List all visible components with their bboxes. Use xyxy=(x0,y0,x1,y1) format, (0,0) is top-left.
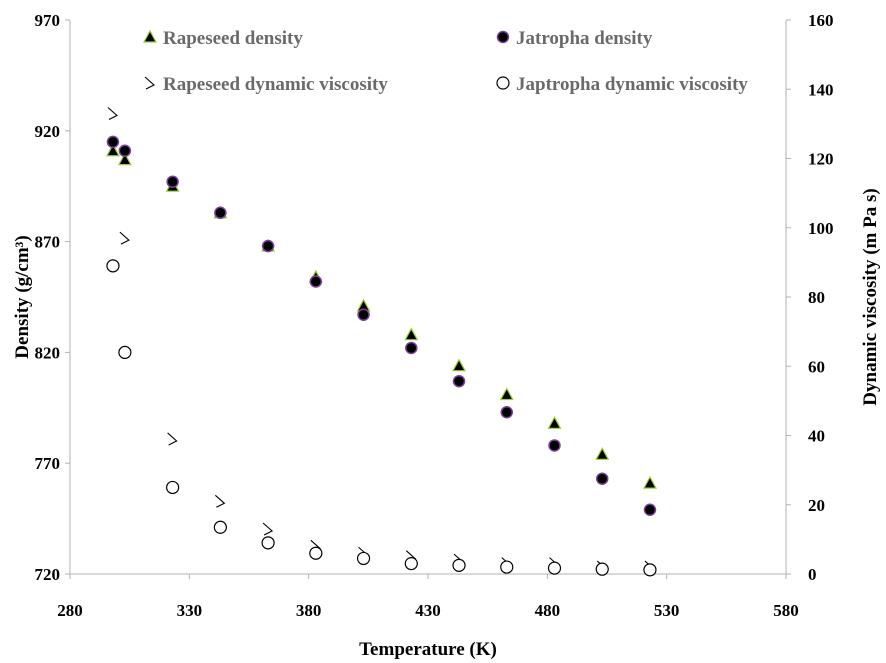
x-axis-title: Temperature (K) xyxy=(359,639,497,660)
y-right-tick-label: 40 xyxy=(808,427,825,446)
y-right-tick-label: 20 xyxy=(808,496,825,515)
y-left-tick-label: 720 xyxy=(35,565,61,584)
series-0 xyxy=(105,143,657,489)
data-point xyxy=(214,206,227,220)
data-point xyxy=(500,405,514,419)
y-axis-left-title: Density (g/cm³) xyxy=(12,235,33,358)
data-point xyxy=(118,345,132,359)
data-point xyxy=(117,152,132,166)
y-left-tick-label: 920 xyxy=(35,122,61,141)
y-axis-right-title: Dynamic viscosity (m Pa s) xyxy=(860,188,881,405)
data-point xyxy=(643,563,657,577)
data-point xyxy=(167,432,178,446)
y-left-tick-label: 970 xyxy=(35,11,61,30)
data-point xyxy=(309,546,323,560)
data-point xyxy=(642,475,657,489)
y-left-tick-label: 820 xyxy=(35,343,61,362)
legend-marker xyxy=(142,29,158,43)
data-point xyxy=(107,107,118,120)
data-point xyxy=(262,522,274,536)
y-right-tick-label: 60 xyxy=(808,357,825,376)
tick-labels: 280 330 380 430 480 530 580 720 770 820 870 920 970 0… xyxy=(35,11,834,620)
data-point xyxy=(452,358,467,372)
data-point xyxy=(356,551,371,566)
data-point xyxy=(166,480,180,495)
data-point xyxy=(595,472,609,485)
data-point xyxy=(500,560,514,574)
data-marks xyxy=(105,107,657,577)
legend-marker xyxy=(496,76,510,90)
data-point xyxy=(261,536,275,550)
data-point xyxy=(261,239,275,253)
data-point xyxy=(405,341,418,355)
series-2 xyxy=(107,107,655,574)
data-point xyxy=(452,558,466,572)
y-right-tick-label: 80 xyxy=(808,288,825,307)
y-right-tick-label: 160 xyxy=(808,11,834,30)
series-1 xyxy=(106,135,657,516)
x-tick-label: 280 xyxy=(57,601,83,620)
y-left-tick-label: 770 xyxy=(35,454,61,473)
data-point xyxy=(214,494,226,508)
data-point xyxy=(357,308,370,321)
y-right-tick-label: 100 xyxy=(808,219,834,238)
series-3 xyxy=(106,259,657,577)
data-point xyxy=(213,520,227,534)
data-point xyxy=(119,231,130,245)
data-point xyxy=(452,374,466,388)
data-point xyxy=(106,135,120,149)
data-point xyxy=(595,562,609,576)
x-tick-label: 330 xyxy=(177,601,203,620)
legend-label: Japtropha dynamic viscosity xyxy=(516,74,748,95)
legend-label: Rapeseed density xyxy=(163,28,303,49)
data-point xyxy=(166,175,179,189)
legend-label: Rapeseed dynamic viscosity xyxy=(163,74,388,95)
data-point xyxy=(499,387,514,401)
y-right-tick-label: 120 xyxy=(808,150,834,169)
y-right-tick-label: 140 xyxy=(808,80,834,99)
y-left-tick-label: 870 xyxy=(35,233,61,252)
x-tick-label: 480 xyxy=(535,601,561,620)
data-point xyxy=(643,503,657,516)
data-point xyxy=(404,327,419,341)
data-point xyxy=(595,447,610,460)
data-point xyxy=(118,144,132,157)
x-tick-label: 580 xyxy=(773,601,799,620)
data-point xyxy=(309,275,323,288)
data-point xyxy=(105,143,120,157)
legend-marker xyxy=(144,76,155,90)
data-point xyxy=(547,561,562,575)
x-tick-label: 530 xyxy=(654,601,680,620)
data-point xyxy=(547,416,562,429)
x-tick-label: 430 xyxy=(415,601,441,620)
legend-label: Jatropha density xyxy=(516,28,653,49)
y-right-tick-label: 0 xyxy=(808,565,817,584)
legend-marker xyxy=(496,30,510,44)
data-point xyxy=(548,439,561,452)
data-point xyxy=(404,557,418,571)
x-tick-label: 380 xyxy=(296,601,322,620)
data-point xyxy=(106,259,120,273)
legend: Rapeseed density Jatropha density Rapeseed… xyxy=(142,28,748,95)
